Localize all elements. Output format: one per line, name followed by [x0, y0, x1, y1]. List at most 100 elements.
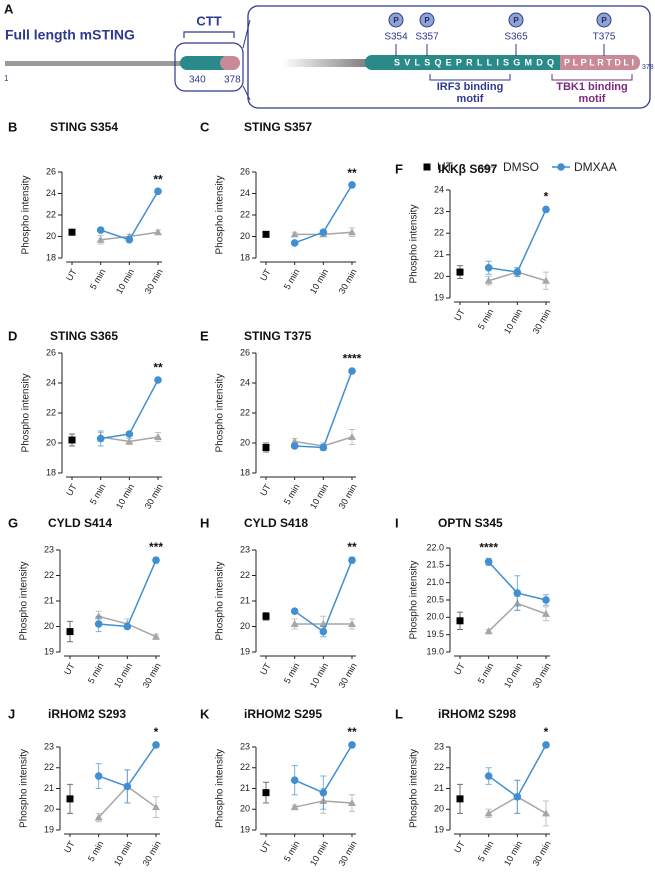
marker [484, 276, 493, 284]
legend-marker [423, 163, 431, 171]
y-tick-label: 19.0 [426, 646, 444, 656]
y-tick-label: 21 [240, 783, 250, 793]
significance: ** [347, 166, 357, 180]
y-tick-label: 19 [434, 292, 444, 302]
x-tick-label: UT [64, 482, 79, 498]
marker [542, 809, 550, 817]
marker [123, 622, 132, 631]
x-tick-label: 30 min [141, 661, 163, 689]
y-tick-label: 18 [240, 467, 250, 477]
marker [456, 617, 464, 625]
chart: H CYLD S418 Phospho intensity 19 20 21 22 23 UT 5… [200, 515, 359, 689]
panel-letter: D [8, 328, 17, 343]
series-line [100, 190, 159, 241]
chart: I OPTN S345 Phospho intensity 19.0 19.5 20.0 2… [395, 515, 553, 689]
y-tick-label: 24 [46, 188, 56, 198]
chart-title: STING S354 [50, 120, 118, 134]
y-tick-label: 22 [46, 407, 56, 417]
y-tick-label: 19 [44, 646, 54, 656]
marker [348, 181, 356, 189]
y-tick-label: 20 [434, 271, 444, 281]
phospho-label: P [513, 16, 519, 25]
marker [154, 433, 162, 440]
y-axis-label: Phospho intensity [215, 176, 226, 255]
marker [68, 436, 76, 444]
marker [513, 589, 522, 597]
marker [290, 803, 299, 811]
seq-end: 378 [642, 64, 654, 71]
ctt-tail [220, 56, 240, 70]
marker [348, 799, 356, 807]
marker [290, 619, 299, 627]
y-tick-label: 22 [240, 407, 250, 417]
y-tick-label: 22.0 [426, 542, 444, 552]
y-tick-label: 20 [44, 804, 54, 814]
y-tick-label: 22 [434, 762, 444, 772]
y-tick-label: 26 [46, 347, 56, 357]
y-tick-label: 20 [46, 437, 56, 447]
marker [290, 239, 299, 247]
x-tick-label: 30 min [141, 839, 163, 867]
y-tick-label: 24 [240, 188, 250, 198]
marker [94, 620, 103, 628]
panel-letter: B [8, 119, 17, 134]
y-tick-label: 21 [44, 783, 54, 793]
marker [94, 813, 103, 821]
x-tick-label: 30 min [337, 839, 359, 867]
x-tick-label: 5 min [86, 839, 106, 863]
y-tick-label: 20 [46, 231, 56, 241]
phospho-sites: P S354 P S357 P S365 P T375 [384, 12, 616, 56]
significance: * [544, 189, 549, 203]
marker [484, 558, 493, 566]
marker [484, 772, 493, 780]
chart-title: STING S365 [50, 329, 118, 343]
legend-label: UT [437, 160, 454, 174]
x-tick-label: 30 min [337, 661, 359, 689]
x-tick-label: 10 min [308, 482, 330, 510]
x-tick-label: UT [258, 661, 273, 677]
chart: C STING S357 Phospho intensity 18 20 22 24 26 UT… [200, 119, 359, 295]
marker [542, 609, 550, 617]
y-tick-label: 23 [434, 741, 444, 751]
series-line [100, 379, 159, 440]
marker [125, 437, 134, 445]
y-tick-label: 20 [240, 804, 250, 814]
marker [290, 776, 299, 784]
x-tick-label: 5 min [476, 839, 496, 863]
ctt-box [174, 42, 244, 92]
chart-title: CYLD S414 [48, 516, 112, 530]
phospho-circle [419, 12, 435, 28]
panel-letter: J [8, 706, 15, 721]
phospho-circle [596, 12, 612, 28]
marker [456, 268, 464, 276]
panel-letter: F [395, 161, 403, 176]
panel-letter: A [4, 1, 14, 16]
x-tick-label: 10 min [112, 661, 134, 689]
chart-title: STING S357 [244, 120, 312, 134]
y-tick-label: 19 [44, 824, 54, 834]
y-tick-label: 23 [44, 544, 54, 554]
x-tick-label: 10 min [502, 661, 524, 689]
significance: * [544, 725, 549, 739]
y-tick-label: 22 [46, 209, 56, 219]
series-line [488, 209, 547, 273]
site-label: S365 [504, 32, 528, 43]
marker [96, 434, 105, 443]
y-tick-label: 21 [44, 595, 54, 605]
marker [262, 789, 270, 797]
chart-title: STING T375 [244, 329, 312, 343]
marker [68, 228, 76, 236]
x-tick-label: 30 min [337, 482, 359, 510]
x-tick-label: 5 min [282, 267, 302, 291]
y-tick-label: 20 [44, 621, 54, 631]
x-tick-label: 5 min [282, 839, 302, 863]
marker [123, 782, 132, 791]
x-tick-label: 5 min [282, 482, 302, 506]
x-tick-label: 10 min [502, 839, 524, 867]
y-tick-label: 20 [240, 621, 250, 631]
chart: G CYLD S414 Phospho intensity 19 20 21 22 23 UT 5… [8, 515, 163, 689]
marker [348, 619, 356, 627]
marker [348, 367, 356, 375]
marker [290, 442, 299, 450]
marker [290, 437, 299, 445]
